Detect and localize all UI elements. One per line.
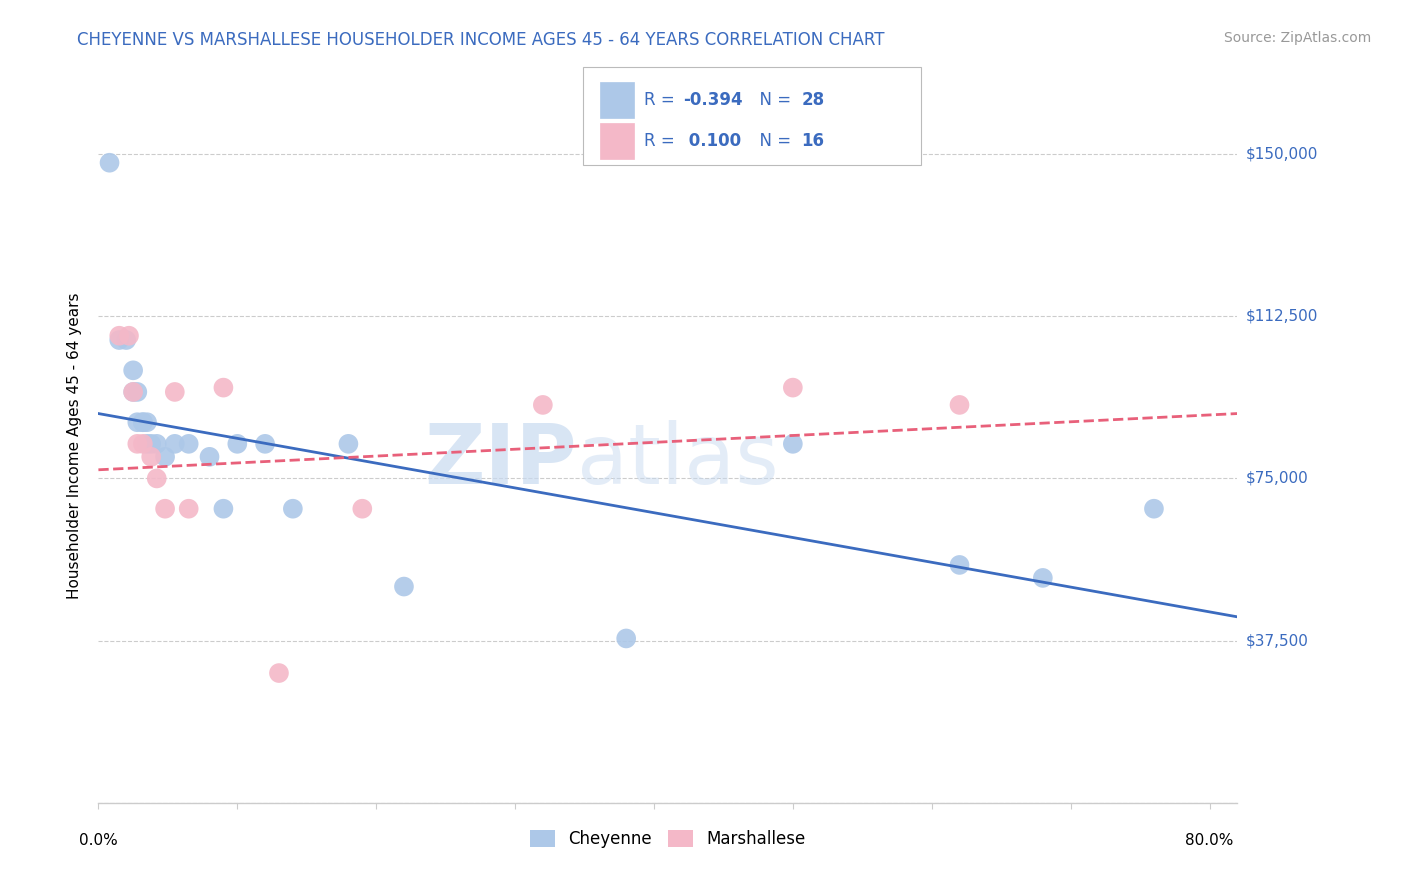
- Point: [132, 437, 155, 451]
- Text: R =: R =: [644, 91, 681, 109]
- Point: [177, 437, 200, 451]
- Text: $112,500: $112,500: [1246, 309, 1317, 324]
- Point: [163, 384, 186, 399]
- Point: [98, 155, 121, 169]
- Point: [132, 415, 155, 429]
- Text: R =: R =: [644, 132, 681, 150]
- Text: N =: N =: [749, 91, 797, 109]
- Point: [163, 437, 186, 451]
- Point: [145, 437, 167, 451]
- Text: 16: 16: [801, 132, 824, 150]
- Point: [136, 437, 159, 451]
- Point: [153, 501, 176, 516]
- Point: [127, 415, 149, 429]
- Point: [948, 558, 970, 572]
- Point: [198, 450, 221, 464]
- Point: [136, 415, 159, 429]
- Point: [145, 471, 167, 485]
- Point: [782, 381, 804, 395]
- Legend: Cheyenne, Marshallese: Cheyenne, Marshallese: [523, 823, 813, 855]
- Point: [132, 415, 155, 429]
- Point: [948, 398, 970, 412]
- Point: [267, 666, 290, 681]
- Point: [108, 328, 131, 343]
- Point: [127, 437, 149, 451]
- Text: $75,000: $75,000: [1246, 471, 1309, 486]
- Point: [127, 384, 149, 399]
- Y-axis label: Householder Income Ages 45 - 64 years: Householder Income Ages 45 - 64 years: [67, 293, 83, 599]
- Point: [1032, 571, 1054, 585]
- Text: CHEYENNE VS MARSHALLESE HOUSEHOLDER INCOME AGES 45 - 64 YEARS CORRELATION CHART: CHEYENNE VS MARSHALLESE HOUSEHOLDER INCO…: [77, 31, 884, 49]
- Point: [141, 437, 163, 451]
- Text: -0.394: -0.394: [683, 91, 742, 109]
- Point: [352, 501, 374, 516]
- Text: atlas: atlas: [576, 420, 779, 500]
- Point: [153, 450, 176, 464]
- Text: $37,500: $37,500: [1246, 633, 1309, 648]
- Point: [177, 501, 200, 516]
- Point: [1143, 501, 1166, 516]
- Point: [122, 384, 145, 399]
- Point: [614, 632, 637, 646]
- Point: [212, 381, 235, 395]
- Text: 0.100: 0.100: [683, 132, 741, 150]
- Text: N =: N =: [749, 132, 797, 150]
- Point: [392, 580, 415, 594]
- Text: Source: ZipAtlas.com: Source: ZipAtlas.com: [1223, 31, 1371, 45]
- Text: 0.0%: 0.0%: [79, 833, 118, 848]
- Point: [531, 398, 554, 412]
- Point: [122, 384, 145, 399]
- Point: [118, 328, 141, 343]
- Point: [141, 450, 163, 464]
- Point: [115, 333, 138, 347]
- Point: [254, 437, 277, 451]
- Text: ZIP: ZIP: [425, 420, 576, 500]
- Point: [122, 363, 145, 377]
- Text: 80.0%: 80.0%: [1185, 833, 1233, 848]
- Point: [108, 333, 131, 347]
- Point: [212, 501, 235, 516]
- Point: [281, 501, 304, 516]
- Point: [337, 437, 360, 451]
- Point: [782, 437, 804, 451]
- Point: [226, 437, 249, 451]
- Text: 28: 28: [801, 91, 824, 109]
- Text: $150,000: $150,000: [1246, 146, 1317, 161]
